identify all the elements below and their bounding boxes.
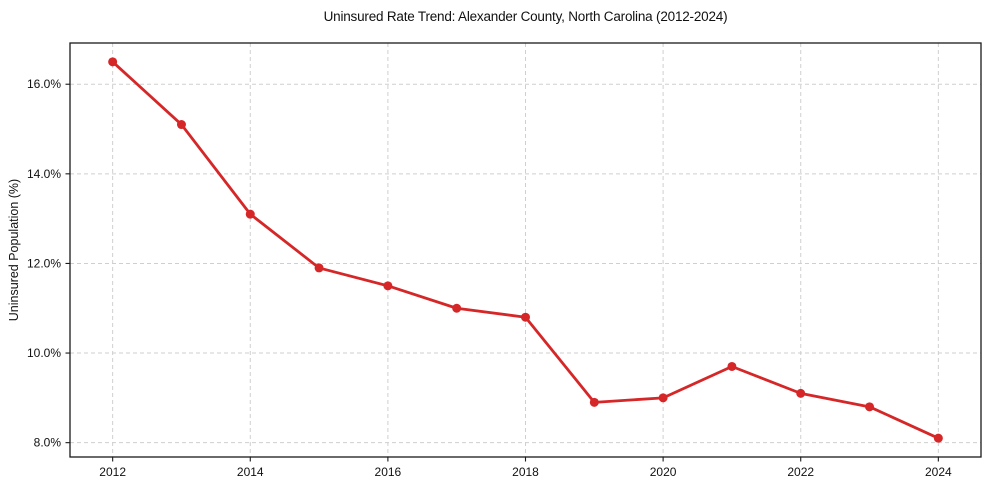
y-tick-label: 16.0% <box>27 77 61 91</box>
data-point-marker <box>176 120 186 130</box>
y-tick-label: 12.0% <box>27 256 61 270</box>
data-point-marker <box>727 361 737 371</box>
data-point-marker <box>521 312 530 322</box>
data-point-marker <box>933 433 943 443</box>
data-point-marker <box>658 393 668 403</box>
chart-title: Uninsured Rate Trend: Alexander County, … <box>323 9 728 24</box>
data-point-marker <box>796 388 806 398</box>
x-tick-label: 2020 <box>650 465 677 479</box>
data-point-marker <box>589 397 599 407</box>
data-point-marker <box>865 402 875 412</box>
x-tick-label: 2018 <box>512 465 539 479</box>
y-tick-label: 10.0% <box>27 346 61 360</box>
data-point-marker <box>314 263 324 273</box>
y-tick-label: 14.0% <box>27 167 61 181</box>
x-tick-label: 2022 <box>787 465 814 479</box>
y-tick-label: 8.0% <box>34 436 62 450</box>
x-tick-label: 2024 <box>925 465 952 479</box>
plot-frame <box>69 42 982 458</box>
data-point-marker <box>383 281 393 291</box>
data-point-marker <box>245 209 255 219</box>
data-point-marker <box>108 57 118 67</box>
x-tick-label: 2016 <box>375 465 402 479</box>
data-point-marker <box>452 303 462 313</box>
x-tick-label: 2012 <box>99 465 126 479</box>
x-tick-label: 2014 <box>237 465 264 479</box>
